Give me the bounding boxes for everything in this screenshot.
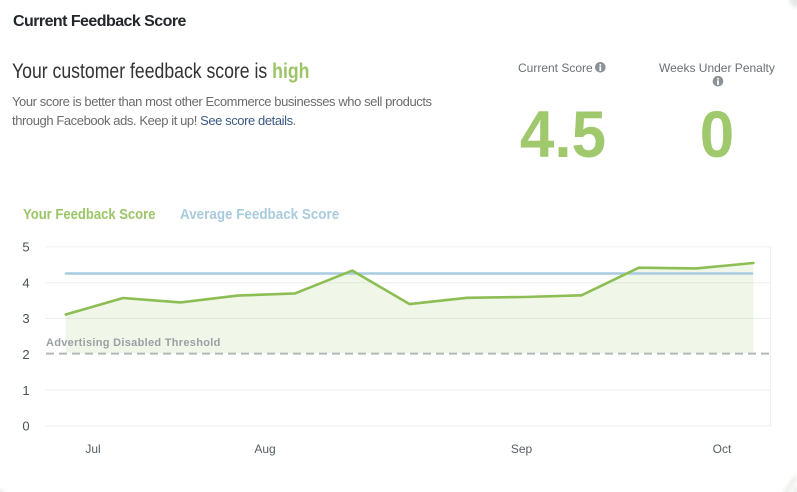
svg-text:0: 0 <box>22 419 29 434</box>
svg-text:1: 1 <box>22 383 29 398</box>
svg-text:4: 4 <box>22 275 29 290</box>
svg-text:Aug: Aug <box>254 442 275 456</box>
svg-text:Jul: Jul <box>85 442 100 456</box>
svg-text:Oct: Oct <box>713 442 732 456</box>
svg-text:5: 5 <box>22 240 29 255</box>
svg-text:2: 2 <box>22 347 29 362</box>
svg-text:Sep: Sep <box>511 442 533 456</box>
svg-text:3: 3 <box>22 311 29 326</box>
